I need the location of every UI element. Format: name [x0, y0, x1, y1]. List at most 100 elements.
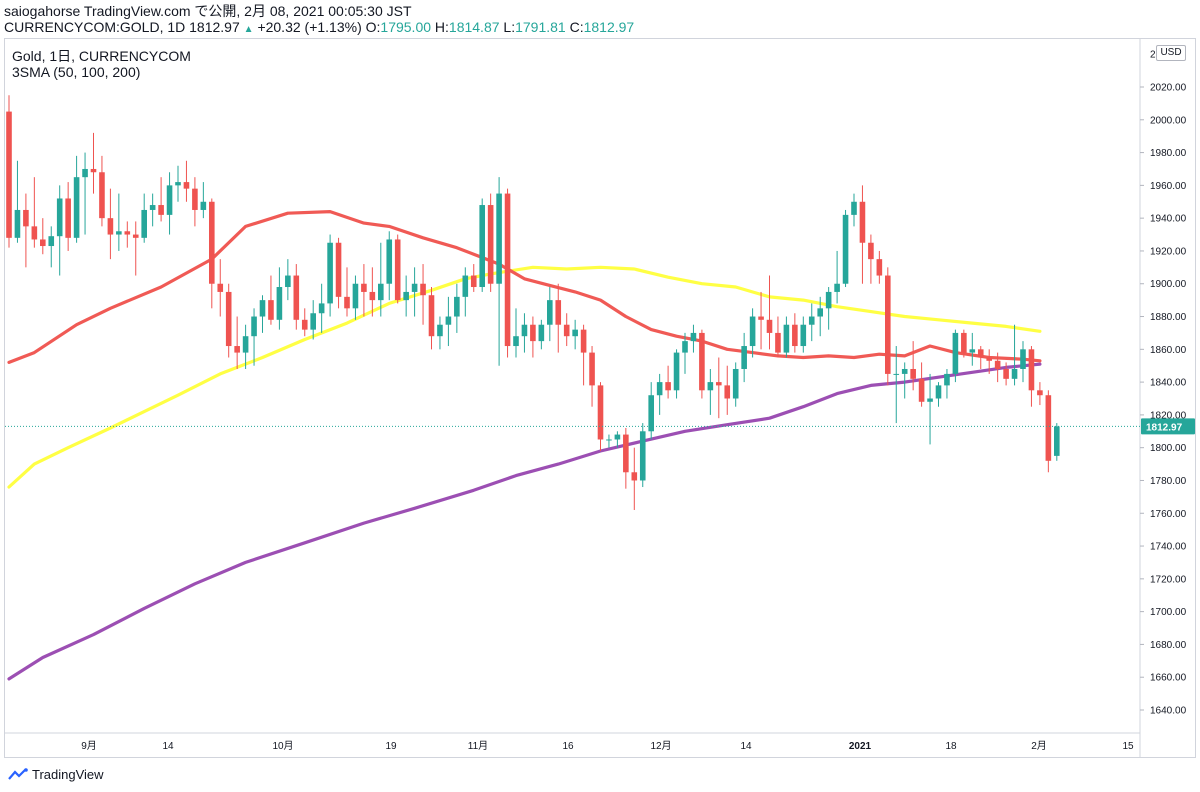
candle[interactable] [378, 242, 384, 317]
candle[interactable] [927, 373, 933, 445]
candle[interactable] [124, 221, 131, 248]
candle[interactable] [335, 237, 342, 309]
candle[interactable] [132, 221, 139, 276]
candle[interactable] [572, 319, 578, 350]
candle[interactable] [437, 316, 443, 350]
candle[interactable] [513, 308, 519, 358]
candle[interactable] [217, 259, 224, 317]
candle[interactable] [758, 291, 764, 350]
candle[interactable] [73, 155, 80, 243]
candle[interactable] [783, 316, 790, 358]
candle[interactable] [547, 287, 553, 342]
candle[interactable] [1003, 362, 1009, 386]
candle[interactable] [699, 329, 705, 399]
footer-brand[interactable]: TradingView [8, 767, 104, 782]
candle[interactable] [293, 264, 300, 330]
candle[interactable] [403, 275, 409, 317]
candle[interactable] [82, 152, 88, 235]
candle[interactable] [310, 300, 316, 340]
candle[interactable] [14, 160, 21, 243]
candle[interactable] [166, 172, 173, 235]
candle[interactable] [707, 368, 714, 415]
candle[interactable] [876, 250, 883, 284]
candle[interactable] [665, 365, 671, 399]
candle[interactable] [631, 447, 638, 510]
candle[interactable] [859, 185, 866, 284]
candle[interactable] [851, 193, 857, 227]
candle[interactable] [952, 329, 959, 383]
candle[interactable] [766, 275, 773, 350]
currency-badge[interactable]: USD [1156, 45, 1186, 61]
candle[interactable] [817, 296, 823, 337]
candle[interactable] [411, 267, 418, 317]
candle[interactable] [428, 287, 435, 350]
candle[interactable] [724, 365, 731, 415]
candle[interactable] [301, 308, 308, 337]
candle[interactable] [868, 234, 874, 284]
candle[interactable] [614, 431, 621, 448]
candle[interactable] [986, 349, 992, 374]
candle[interactable] [175, 165, 181, 202]
candle[interactable] [445, 296, 452, 347]
candle[interactable] [344, 267, 350, 317]
candle[interactable] [394, 234, 401, 304]
candle[interactable] [200, 182, 207, 219]
candle[interactable] [1054, 423, 1060, 461]
candle[interactable] [555, 283, 562, 353]
candle[interactable] [530, 316, 536, 358]
candle[interactable] [885, 267, 891, 386]
candle[interactable] [276, 267, 283, 330]
candle[interactable] [504, 188, 511, 358]
candle[interactable] [597, 382, 604, 451]
candle[interactable] [639, 423, 646, 488]
candle[interactable] [775, 316, 781, 358]
candle[interactable] [56, 185, 63, 276]
candle[interactable] [682, 332, 688, 374]
candle[interactable] [977, 346, 984, 369]
candle[interactable] [259, 295, 266, 333]
candle[interactable] [808, 303, 815, 342]
candle[interactable] [673, 349, 680, 399]
candle[interactable] [969, 332, 976, 366]
candle[interactable] [268, 275, 274, 325]
candle[interactable] [234, 316, 240, 369]
candle[interactable] [23, 193, 29, 268]
candle[interactable] [420, 264, 426, 325]
candle[interactable] [961, 329, 967, 358]
candle[interactable] [99, 155, 105, 227]
candle[interactable] [386, 231, 393, 301]
candle[interactable] [1011, 324, 1018, 386]
candle[interactable] [352, 275, 359, 320]
candle[interactable] [65, 182, 71, 251]
candle[interactable] [623, 428, 629, 489]
candle[interactable] [242, 324, 249, 369]
candle[interactable] [589, 346, 595, 407]
candle[interactable] [107, 188, 114, 260]
candle[interactable] [901, 362, 908, 399]
candle[interactable] [487, 193, 494, 292]
candle[interactable] [369, 267, 376, 317]
candle[interactable] [606, 434, 612, 448]
candle[interactable] [183, 160, 190, 202]
candle[interactable] [580, 324, 587, 386]
candle[interactable] [994, 352, 1001, 383]
candle[interactable] [6, 95, 12, 248]
candle[interactable] [192, 177, 198, 227]
candle[interactable] [918, 362, 925, 407]
candle[interactable] [462, 267, 469, 317]
candle[interactable] [327, 234, 333, 317]
candle[interactable] [690, 324, 697, 353]
candle[interactable] [792, 313, 798, 353]
candle[interactable] [563, 313, 570, 347]
candle[interactable] [656, 373, 663, 415]
candle[interactable] [1045, 390, 1052, 473]
candle[interactable] [116, 193, 122, 251]
candle[interactable] [834, 250, 840, 304]
candle[interactable] [209, 198, 215, 309]
candle[interactable] [48, 226, 55, 268]
candle[interactable] [1020, 341, 1026, 383]
candle[interactable] [496, 177, 502, 366]
candle[interactable] [479, 198, 485, 292]
candle[interactable] [732, 362, 739, 407]
